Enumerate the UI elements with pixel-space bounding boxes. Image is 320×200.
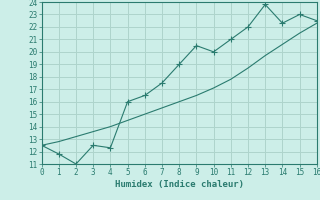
X-axis label: Humidex (Indice chaleur): Humidex (Indice chaleur) (115, 180, 244, 189)
